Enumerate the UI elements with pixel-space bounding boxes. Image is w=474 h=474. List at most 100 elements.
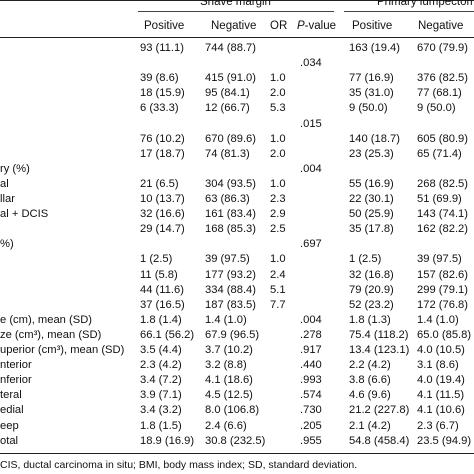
cell-spos: 3.9 (7.1) — [140, 389, 182, 402]
cell-spos: 6 (33.3) — [140, 102, 179, 115]
cell-p: .917 — [300, 344, 322, 356]
cell-pneg: 1.4 (1.0) — [417, 313, 459, 326]
cell-sneg: 8.0 (106.8) — [205, 404, 260, 417]
cell-sneg: 334 (88.4) — [205, 283, 256, 296]
cell-ppos: 22 (30.1) — [349, 193, 394, 205]
cell-sneg: 304 (93.5) — [205, 177, 256, 190]
cell-sneg: 2.4 (6.6) — [205, 419, 247, 432]
cell-sneg: 95 (84.1) — [205, 87, 250, 100]
cell-label: ry (%) — [0, 162, 30, 175]
cell-ppos: 32 (16.8) — [349, 268, 394, 281]
cell-pneg: 4.0 (19.4) — [417, 374, 465, 387]
cell-ppos: 140 (18.7) — [349, 132, 400, 145]
or-header: OR — [270, 20, 288, 32]
cell-p: .440 — [300, 359, 322, 372]
cell-or: 2.5 — [270, 223, 286, 236]
cell-label: uperior (cm³), mean (SD) — [0, 344, 125, 356]
cell-pneg: 51 (69.9) — [417, 193, 462, 205]
cell-sneg: 670 (89.6) — [205, 132, 256, 145]
cell-p: .993 — [300, 374, 322, 387]
cell-or: 2.4 — [270, 268, 286, 281]
cell-pneg: 77 (68.1) — [417, 87, 462, 100]
cell-spos: 1.8 (1.5) — [140, 419, 182, 432]
cell-or: 1.0 — [270, 132, 286, 145]
cell-p: .955 — [300, 434, 322, 447]
cell-or: 2.0 — [270, 147, 286, 160]
cell-pneg: 299 (79.1) — [417, 283, 468, 296]
cell-spos: 3.4 (3.2) — [140, 404, 182, 417]
cell-p: .205 — [300, 419, 322, 432]
cell-ppos: 9 (50.0) — [349, 102, 388, 115]
cell-spos: 39 (8.6) — [140, 72, 179, 85]
cell-spos: 1.8 (1.4) — [140, 313, 182, 326]
cell-label: ze (cm³), mean (SD) — [0, 328, 102, 341]
primary-negative-header: Negative — [418, 20, 464, 32]
cell-pneg: 3.1 (8.6) — [417, 359, 459, 372]
cell-pneg: 162 (82.2) — [417, 223, 468, 236]
cell-ppos: 35 (31.0) — [349, 87, 394, 100]
cell-sneg: 63 (86.3) — [205, 193, 250, 205]
cell-p: .004 — [300, 313, 322, 326]
shave-positive-header: Positive — [144, 20, 185, 32]
cell-label: teral — [0, 389, 22, 402]
cell-label: llar — [0, 193, 15, 205]
cell-label: e (cm), mean (SD) — [0, 313, 92, 326]
cell-spos: 11 (5.8) — [140, 268, 178, 281]
cell-label: otal — [0, 434, 19, 447]
cell-spos: 93 (11.1) — [140, 42, 184, 54]
top-rule — [0, 0, 474, 1]
cell-or: 2.3 — [270, 193, 286, 205]
cell-spos: 18 (15.9) — [140, 87, 185, 100]
cell-pneg: 4.0 (10.5) — [417, 344, 465, 356]
cell-label: nferior — [0, 374, 32, 387]
cell-ppos: 21.2 (227.8) — [349, 404, 410, 417]
cell-sneg: 4.5 (12.5) — [205, 389, 253, 402]
cell-sneg: 1.4 (1.0) — [205, 313, 247, 326]
cell-or: 2.9 — [270, 208, 286, 221]
cell-p: .004 — [300, 162, 322, 175]
cell-or: 1.0 — [270, 253, 286, 266]
cell-spos: 21 (6.5) — [140, 177, 179, 190]
bottom-rule — [0, 453, 474, 454]
cell-label: %) — [0, 238, 14, 251]
cell-pneg: 39 (97.5) — [417, 253, 462, 266]
cell-pneg: 2.3 (6.7) — [417, 419, 459, 432]
cell-pneg: 4.1 (11.5) — [417, 389, 465, 402]
cell-sneg: 415 (91.0) — [205, 72, 256, 85]
cell-label: edial — [0, 404, 24, 417]
cell-pneg: 605 (80.9) — [417, 132, 468, 145]
cell-sneg: 67.9 (96.5) — [205, 328, 260, 341]
shave-negative-header: Negative — [211, 20, 257, 32]
primary-lumpectomy-underline — [344, 11, 474, 12]
cell-p: .574 — [300, 389, 322, 402]
cell-label: eep — [0, 419, 19, 432]
cell-sneg: 177 (93.2) — [205, 268, 256, 281]
cell-label: al + DCIS — [0, 208, 49, 221]
header-rule — [0, 37, 474, 38]
cell-label: al — [0, 177, 9, 190]
cell-ppos: 2.1 (4.2) — [349, 419, 391, 432]
cell-pneg: 268 (82.5) — [417, 177, 468, 190]
cell-ppos: 55 (16.9) — [349, 177, 394, 190]
cell-ppos: 2.2 (4.2) — [349, 359, 391, 372]
cell-pneg: 65 (71.4) — [417, 147, 462, 160]
cell-spos: 32 (16.6) — [140, 208, 185, 221]
cell-or: 5.1 — [270, 283, 286, 296]
p-value-header: P-value — [297, 20, 336, 33]
cell-ppos: 54.8 (458.4) — [349, 434, 410, 447]
cell-p: .730 — [300, 404, 322, 417]
cell-sneg: 168 (85.3) — [205, 223, 256, 236]
cell-spos: 29 (14.7) — [140, 223, 185, 236]
cell-pneg: 143 (74.1) — [417, 208, 468, 221]
cell-pneg: 65.0 (85.8) — [417, 328, 472, 341]
cell-or: 1.0 — [270, 72, 286, 85]
cell-sneg: 744 (88.7) — [205, 42, 256, 54]
cell-sneg: 3.2 (8.8) — [205, 359, 247, 372]
cell-sneg: 4.1 (18.6) — [205, 374, 253, 387]
cell-ppos: 1 (2.5) — [349, 253, 382, 266]
cell-pneg: 172 (76.8) — [417, 298, 468, 311]
shave-margin-underline — [138, 11, 334, 12]
cell-or: 7.7 — [270, 298, 286, 311]
cell-sneg: 12 (66.7) — [205, 102, 250, 115]
cell-ppos: 13.4 (123.1) — [349, 344, 410, 356]
